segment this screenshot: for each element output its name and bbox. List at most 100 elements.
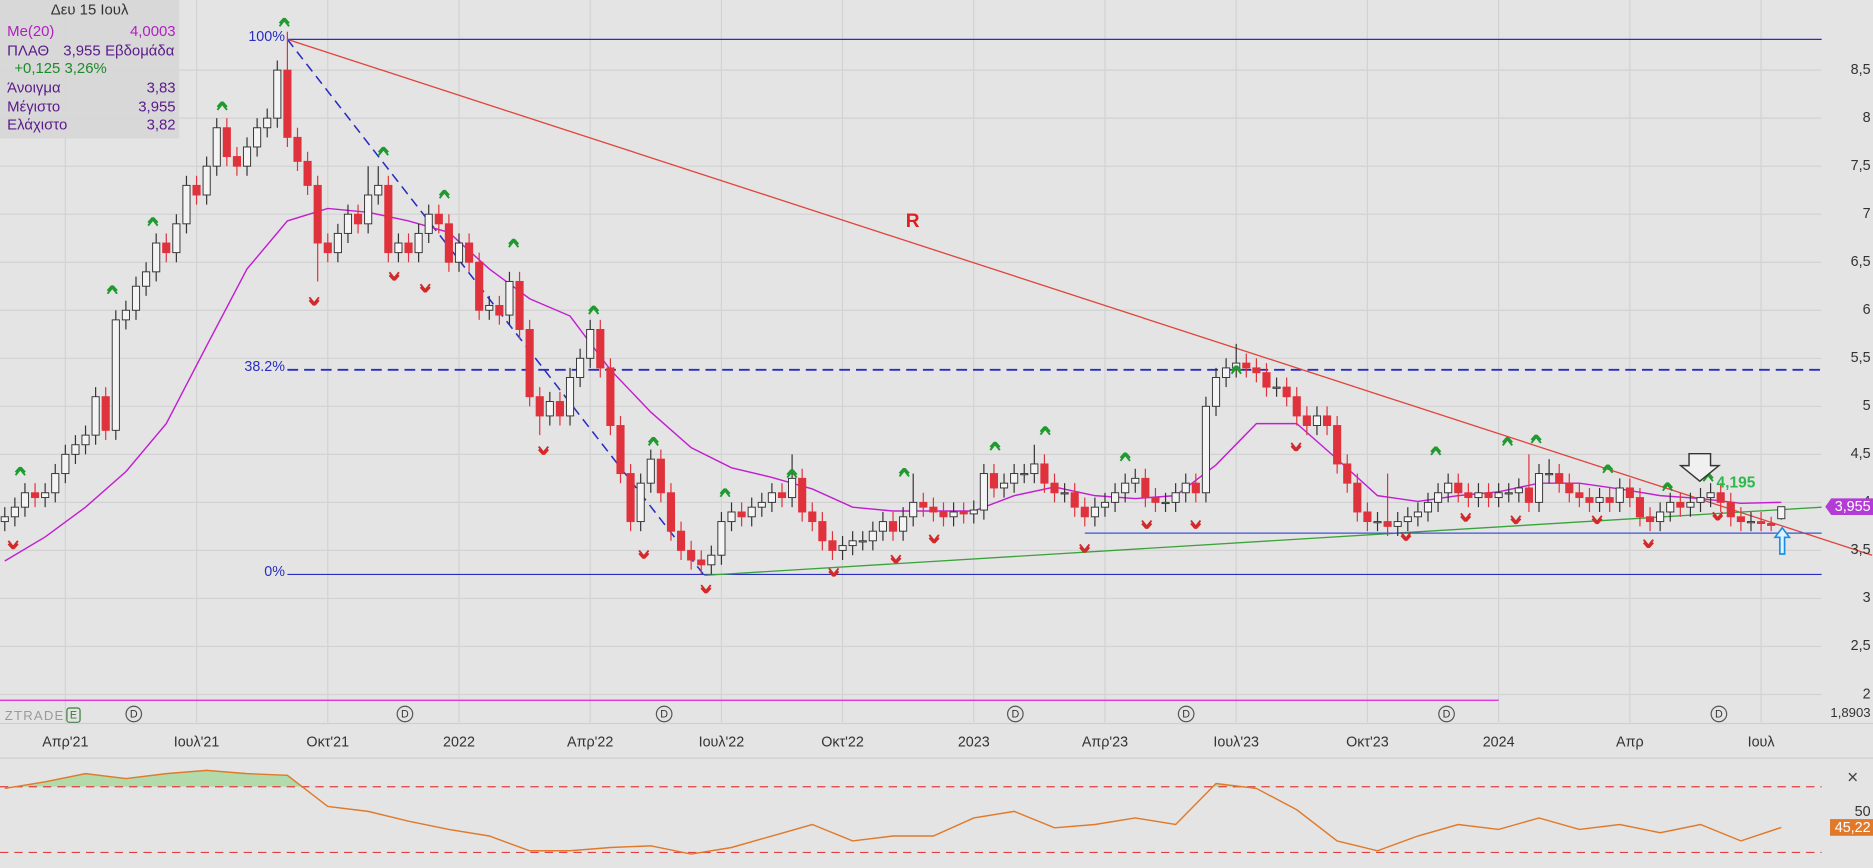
candle-body <box>848 540 857 547</box>
candle-body <box>1302 415 1311 427</box>
candle-body <box>353 213 363 225</box>
candle-body <box>1635 497 1645 518</box>
candle-body <box>818 521 827 542</box>
candle-body <box>454 242 464 263</box>
candle-body <box>1171 492 1180 503</box>
last-price-label: 3,955 <box>1835 499 1871 515</box>
info-panel-bg <box>0 0 180 139</box>
candle-body <box>1514 487 1523 494</box>
candle-body <box>697 559 706 566</box>
candle-body <box>1686 501 1695 508</box>
info-row-value: 3,955 <box>138 98 175 115</box>
candle-body <box>858 540 867 543</box>
info-panel: Δευ 15 Ιουλ Me(20) 4,0003 ΠΛΑΘ 3,955 Εβδ… <box>0 0 180 139</box>
candle-body <box>727 511 736 523</box>
candle-body <box>192 184 201 196</box>
candle-body <box>747 506 756 518</box>
candle-body <box>909 501 918 518</box>
candle-body <box>1575 492 1584 499</box>
candle-body <box>465 242 474 263</box>
candle-body <box>676 530 686 551</box>
indicator-line <box>4 769 1782 855</box>
candle-body <box>1403 516 1412 523</box>
event-marker: D <box>660 708 668 720</box>
x-tick-label: 2022 <box>443 734 475 750</box>
candle-body <box>586 328 595 359</box>
event-marker: D <box>1715 708 1723 720</box>
candle-body <box>1666 501 1675 513</box>
candle-body <box>1070 492 1079 508</box>
candle-body <box>1010 473 1019 484</box>
y-tick-label: 2 <box>1863 686 1871 702</box>
price-pane <box>0 31 1873 701</box>
candle-body <box>1353 482 1362 513</box>
info-ma-value: 4,0003 <box>130 23 176 40</box>
candle-body <box>1312 415 1322 427</box>
candle-body <box>1696 497 1705 503</box>
target-label: 4,195 <box>1717 475 1756 492</box>
candle-body <box>364 194 373 225</box>
overbought-fill <box>14 770 1243 787</box>
indicator-last-label: 45,22 <box>1835 820 1871 836</box>
candle-body <box>51 473 60 494</box>
candle-body <box>414 232 423 254</box>
candle-body <box>172 223 181 254</box>
trend-line <box>286 38 705 576</box>
x-tick-label: Ιουλ <box>1748 734 1776 750</box>
candle-body <box>1524 487 1533 503</box>
x-tick-label: Οκτ'23 <box>1346 734 1389 750</box>
candle-body <box>1080 506 1089 518</box>
candle-body <box>10 506 19 518</box>
candle-body <box>374 184 383 196</box>
candle-body <box>1383 521 1392 527</box>
candle-body <box>30 492 40 499</box>
candle-body <box>1615 487 1624 503</box>
candle-body <box>253 127 262 148</box>
candle-body <box>1676 501 1685 508</box>
candle-body <box>979 473 988 511</box>
candle-body <box>1423 501 1433 513</box>
info-row-label: Άνοιγμα <box>7 79 61 96</box>
y-tick-label: 7,5 <box>1851 158 1871 174</box>
candle-body <box>1484 492 1493 499</box>
candle-body <box>596 328 605 369</box>
candle-body <box>394 242 403 254</box>
y-tick-label: 3 <box>1863 590 1871 606</box>
candle-body <box>899 516 908 532</box>
candle-body <box>1090 506 1099 518</box>
candle-body <box>1726 501 1735 518</box>
candle-body <box>1333 425 1342 465</box>
candle-body <box>1645 516 1655 523</box>
candle-body <box>1434 492 1443 503</box>
candle-body <box>999 482 1009 489</box>
candle-body <box>1151 497 1160 503</box>
close-indicator-button[interactable]: × <box>1847 768 1858 789</box>
y-tick-label: 8,5 <box>1851 62 1871 78</box>
x-tick-label: 2024 <box>1483 734 1515 750</box>
candle-body <box>61 453 70 475</box>
x-tick-label: Απρ'22 <box>567 734 613 750</box>
candle-body <box>0 516 9 523</box>
info-date: Δευ 15 Ιουλ <box>51 2 129 19</box>
candle-body <box>1464 492 1473 499</box>
candle-body <box>1504 492 1513 495</box>
candle-body <box>707 554 716 566</box>
candle-body <box>1757 521 1766 524</box>
event-marker: D <box>1182 708 1190 720</box>
candle-body <box>838 545 847 551</box>
candle-body <box>142 271 151 287</box>
candle-body <box>1030 463 1039 475</box>
indicator-tick-label: 50 <box>1855 804 1871 820</box>
event-marker: D <box>1443 708 1451 720</box>
fib-level-label: 0% <box>264 564 285 580</box>
candle-body <box>273 69 282 119</box>
x-tick-label: Απρ'21 <box>42 734 88 750</box>
candle-body <box>798 477 807 513</box>
candle-body <box>1111 492 1120 503</box>
candle-body <box>485 304 494 311</box>
candle-body <box>515 280 524 330</box>
candle-body <box>1555 473 1564 484</box>
candle-body <box>293 136 302 162</box>
info-row-label: Μέγιστο <box>7 98 60 115</box>
